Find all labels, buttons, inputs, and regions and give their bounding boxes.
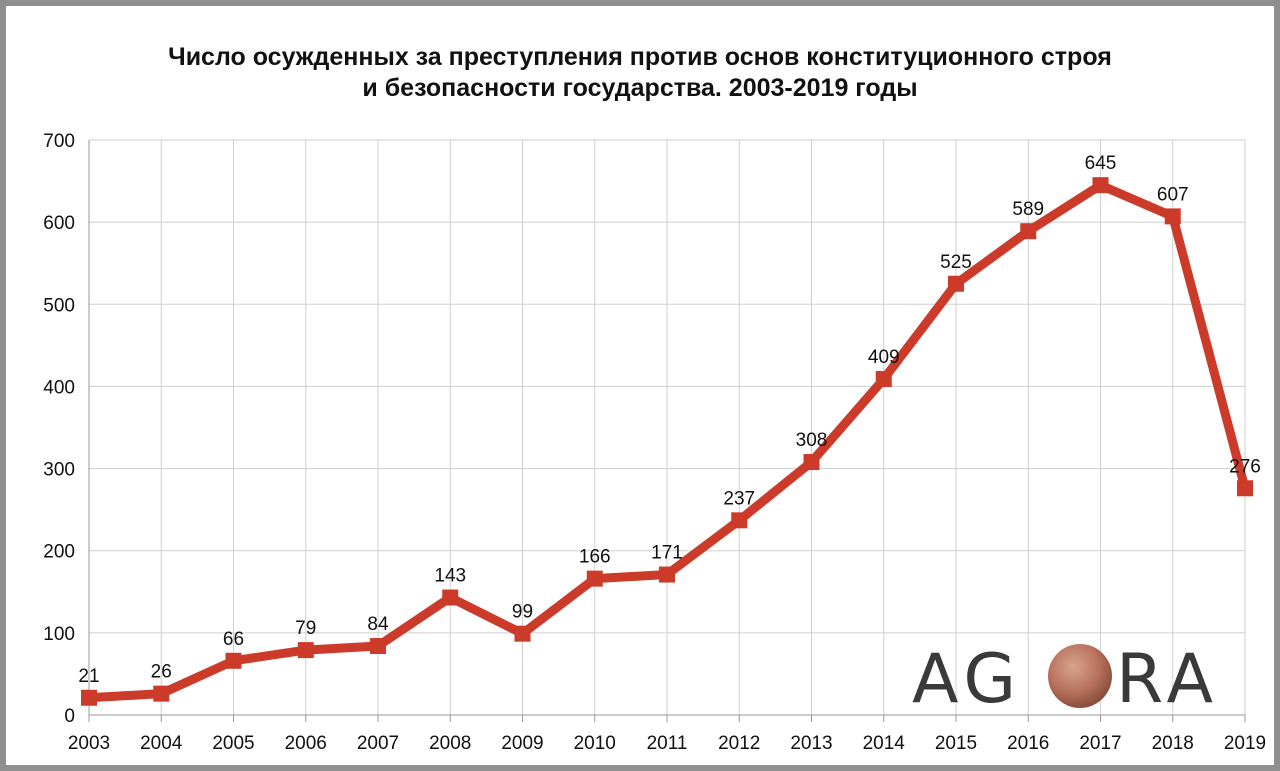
data-point-marker: [586, 570, 603, 587]
data-point-marker: [1164, 208, 1181, 225]
data-label: 409: [868, 347, 900, 368]
chart-title-line-1: Число осужденных за преступления против …: [168, 43, 1112, 71]
x-tick-label: 2014: [863, 733, 906, 754]
data-label: 276: [1229, 456, 1261, 477]
x-tick-label: 2005: [212, 733, 254, 754]
data-label: 21: [78, 666, 99, 687]
x-tick-label: 2004: [140, 733, 183, 754]
x-tick-label: 2018: [1152, 733, 1194, 754]
logo-text-right: RA: [1116, 642, 1219, 712]
y-tick-label: 100: [43, 624, 75, 645]
data-label: 308: [796, 430, 828, 451]
data-point-marker: [875, 371, 892, 388]
data-point-marker: [948, 275, 964, 292]
data-label: 237: [723, 488, 755, 509]
data-label: 66: [223, 629, 244, 650]
x-tick-label: 2019: [1224, 733, 1266, 754]
data-point-marker: [1092, 177, 1109, 194]
data-point-marker: [731, 512, 748, 529]
data-label: 645: [1085, 153, 1117, 174]
data-point-marker: [659, 566, 675, 583]
x-tick-label: 2003: [68, 733, 110, 754]
y-tick-label: 400: [43, 377, 75, 398]
data-point-marker: [1020, 223, 1037, 240]
x-tick-label: 2017: [1079, 733, 1121, 754]
y-tick-label: 300: [43, 460, 75, 481]
y-tick-label: 200: [43, 542, 75, 563]
data-point-marker: [225, 652, 242, 669]
y-tick-label: 500: [43, 295, 75, 316]
agora-logo: AG RA: [912, 642, 1219, 712]
data-label: 84: [367, 614, 389, 635]
logo-ball-icon: [1048, 644, 1112, 708]
data-label: 26: [151, 662, 172, 683]
x-tick-label: 2010: [574, 733, 616, 754]
x-tick-label: 2012: [718, 733, 760, 754]
data-point-marker: [297, 642, 314, 659]
data-label: 79: [295, 618, 316, 639]
x-tick-label: 2011: [647, 733, 688, 754]
data-label: 166: [579, 547, 611, 568]
data-label: 607: [1157, 184, 1189, 205]
x-tick-label: 2008: [429, 733, 471, 754]
x-tick-label: 2013: [790, 733, 832, 754]
chart-title-line-2: и безопасности государства. 2003-2019 го…: [362, 74, 918, 102]
data-point-marker: [514, 625, 531, 642]
x-tick-label: 2015: [935, 733, 977, 754]
data-point-marker: [442, 589, 459, 606]
data-point-marker: [153, 685, 170, 702]
data-label: 143: [434, 566, 466, 587]
logo-text-left: AG: [912, 642, 1022, 712]
data-label: 171: [651, 543, 683, 564]
data-point-marker: [803, 454, 820, 470]
y-tick-label: 600: [43, 213, 75, 234]
y-tick-label: 0: [64, 706, 75, 727]
y-tick-label: 700: [43, 131, 75, 152]
x-tick-label: 2007: [357, 733, 399, 754]
data-label: 589: [1012, 199, 1044, 220]
data-label: 525: [940, 252, 972, 273]
data-label: 99: [512, 602, 533, 623]
data-point-marker: [81, 689, 97, 706]
data-point-marker: [1237, 480, 1253, 497]
data-point-marker: [370, 638, 386, 654]
x-tick-label: 2006: [285, 733, 327, 754]
x-tick-label: 2009: [501, 733, 543, 754]
x-tick-label: 2016: [1007, 733, 1049, 754]
